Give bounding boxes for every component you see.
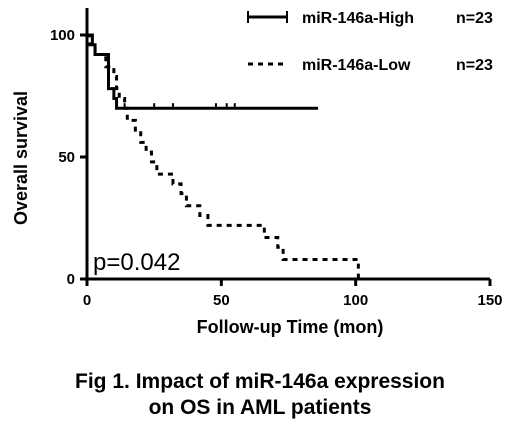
series-line-high (87, 33, 319, 110)
legend: miR-146a-High n=23 miR-146a-Low n=23 (247, 10, 493, 74)
caption-line-2: on OS in AML patients (148, 396, 372, 419)
x-tick-label: 150 (477, 292, 502, 309)
legend-label-high: miR-146a-High (302, 10, 414, 27)
legend-n-high: n=23 (456, 10, 493, 27)
y-axis-title: Overall survival (11, 91, 31, 225)
series-layer (87, 33, 360, 279)
x-tick-label: 0 (83, 292, 91, 309)
legend-n-low: n=23 (456, 57, 493, 74)
x-axis-title: Follow-up Time (mon) (197, 317, 384, 337)
caption-line-1: Fig 1. Impact of miR-146a expression (75, 370, 445, 393)
axes: 0 50 100 150 0 50 100 (50, 8, 503, 309)
legend-label-low: miR-146a-Low (302, 57, 411, 74)
p-value-annotation: p=0.042 (93, 249, 180, 276)
y-tick-label: 50 (58, 149, 75, 166)
figure-caption: Fig 1. Impact of miR-146a expression on … (0, 369, 520, 421)
y-tick-label: 0 (67, 271, 75, 288)
y-tick-label: 100 (50, 27, 75, 44)
x-tick-label: 100 (343, 292, 368, 309)
x-tick-label: 50 (213, 292, 230, 309)
